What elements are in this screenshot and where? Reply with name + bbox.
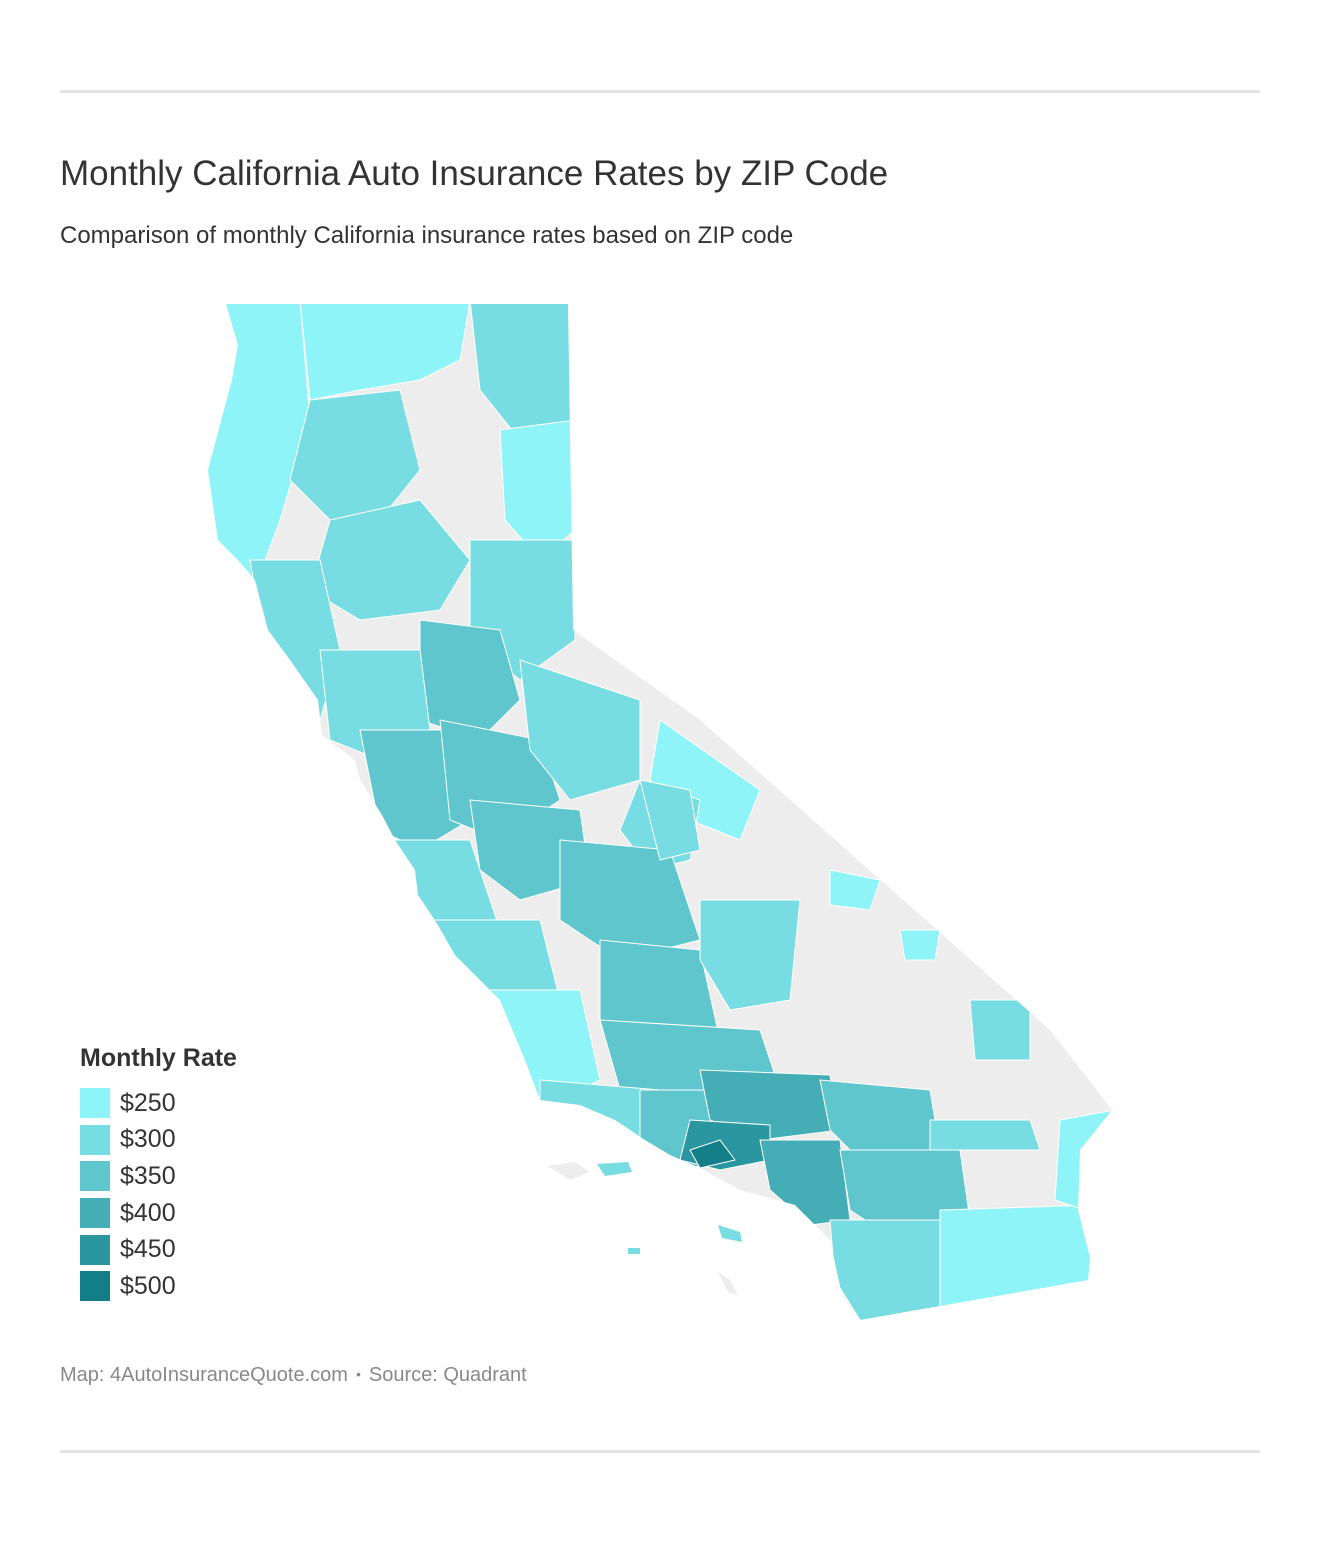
separator-dot: •	[355, 1366, 361, 1382]
region-colorado-river	[1054, 1109, 1112, 1211]
legend-swatch	[80, 1124, 110, 1155]
legend-swatch	[80, 1161, 110, 1192]
legend-item: $400	[80, 1195, 237, 1232]
legend-item: $250	[80, 1085, 237, 1122]
bottom-divider	[60, 1450, 1260, 1453]
region-la-core	[689, 1139, 736, 1169]
channel-island-san-clemente	[718, 1272, 738, 1295]
legend-swatch	[80, 1234, 110, 1265]
channel-island-santa-rosa	[548, 1162, 590, 1180]
region-barstow	[829, 869, 881, 911]
region-sierra-central	[519, 659, 641, 801]
region-ridgecrest	[899, 929, 941, 961]
california-map	[0, 290, 1320, 1340]
channel-island-santa-cruz	[597, 1162, 632, 1176]
legend-label: $400	[120, 1198, 176, 1227]
legend-label: $300	[120, 1125, 176, 1154]
region-imperial	[939, 1204, 1096, 1311]
legend-label: $250	[120, 1088, 176, 1117]
legend-label: $350	[120, 1161, 176, 1190]
region-mojave-north	[969, 999, 1031, 1061]
region-mono	[649, 719, 761, 841]
source-credit: Source: Quadrant	[368, 1364, 527, 1386]
region-inyo-west	[699, 899, 801, 1011]
region-inyo-central	[639, 779, 701, 861]
page-title: Monthly California Auto Insurance Rates …	[60, 154, 889, 193]
map-footer: Map: 4AutoInsuranceQuote.com • Source: Qua…	[60, 1364, 527, 1387]
legend-item: $450	[80, 1231, 237, 1268]
legend-title: Monthly Rate	[80, 1044, 237, 1072]
map-legend: Monthly Rate $250 $300 $350 $400 $450 $5…	[80, 1044, 237, 1305]
top-divider	[60, 90, 1260, 93]
legend-label: $500	[120, 1271, 176, 1300]
legend-item: $500	[80, 1268, 237, 1305]
page-subtitle: Comparison of monthly California insuran…	[60, 222, 794, 249]
region-orange	[759, 1139, 851, 1226]
legend-item: $350	[80, 1158, 237, 1195]
channel-island-catalina	[718, 1225, 742, 1242]
region-desert-east	[929, 1119, 1041, 1151]
legend-item: $300	[80, 1122, 237, 1159]
legend-label: $450	[120, 1235, 176, 1264]
zip-choropleth-map	[208, 304, 1112, 1320]
channel-island-san-nicolas	[628, 1248, 640, 1254]
legend-swatch	[80, 1271, 110, 1302]
legend-swatch	[80, 1198, 110, 1229]
legend-swatch	[80, 1088, 110, 1119]
map-credit: Map: 4AutoInsuranceQuote.com	[60, 1364, 348, 1386]
